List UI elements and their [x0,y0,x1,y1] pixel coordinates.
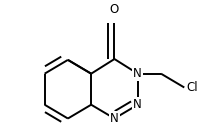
Text: Cl: Cl [186,81,198,94]
Text: O: O [110,3,119,16]
Text: N: N [133,67,142,80]
Text: N: N [133,98,142,111]
Text: N: N [110,112,119,125]
